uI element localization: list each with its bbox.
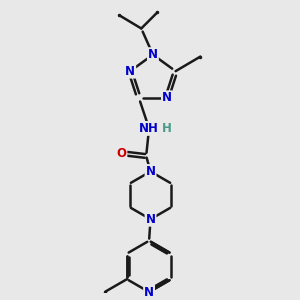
Text: N: N (146, 165, 155, 178)
Text: N: N (162, 91, 172, 104)
Text: N: N (146, 213, 155, 226)
Text: NH: NH (139, 122, 159, 135)
Text: N: N (144, 286, 154, 298)
Text: O: O (116, 147, 126, 160)
Text: H: H (162, 122, 172, 135)
Text: N: N (148, 48, 158, 61)
Text: N: N (125, 65, 135, 78)
